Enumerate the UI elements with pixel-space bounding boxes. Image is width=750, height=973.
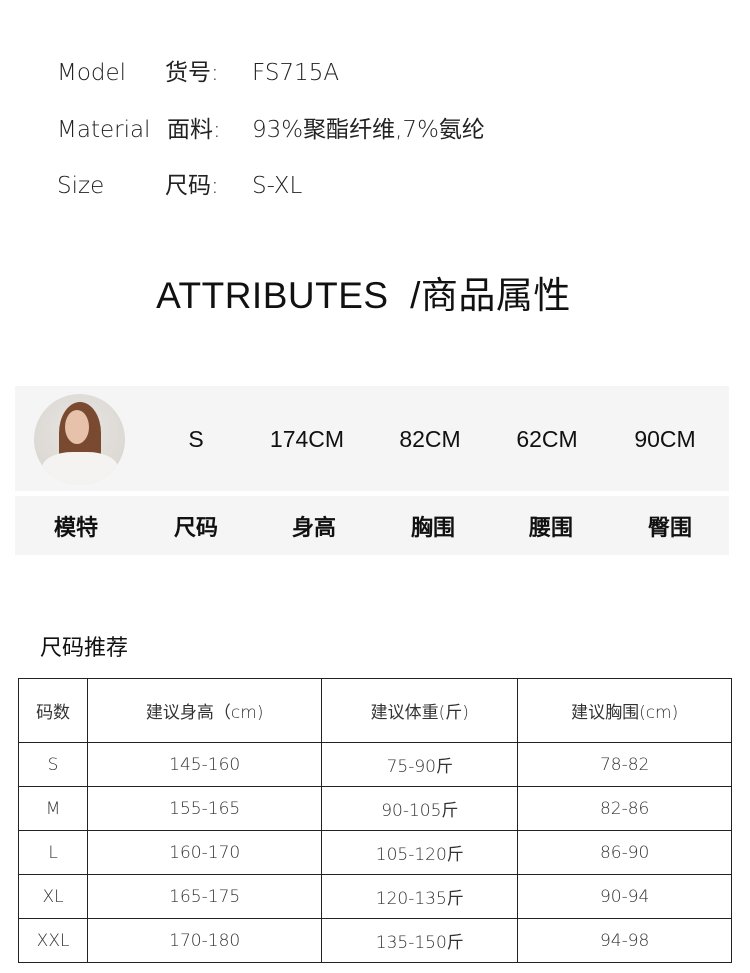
- table-cell: 90-94: [517, 874, 732, 919]
- table-cell: 90-105斤: [321, 786, 519, 831]
- spec-label-en: Model: [57, 60, 127, 86]
- spec-label-cn: 货号:: [165, 60, 219, 86]
- table-cell: 165-175: [87, 874, 323, 919]
- table-cell: 170-180: [87, 918, 323, 963]
- model-bust: 82CM: [399, 426, 461, 452]
- avatar: [34, 394, 125, 485]
- table-row: XXL 170-180 135-150斤 94-98: [17, 918, 732, 963]
- size-table: 码数 建议身高（cm) 建议体重(斤) 建议胸围(cm) S 145-160 75-…: [17, 678, 732, 963]
- label-height: 身高: [291, 516, 337, 541]
- label-waist: 腰围: [528, 516, 574, 541]
- label-model: 模特: [53, 516, 99, 541]
- table-row: XL 165-175 120-135斤 90-94: [17, 874, 732, 919]
- table-cell: XXL: [17, 918, 89, 963]
- model-hip: 90CM: [634, 426, 696, 452]
- spec-label-en: Size: [57, 173, 105, 199]
- table-cell: 120-135斤: [321, 874, 519, 919]
- model-waist: 62CM: [516, 426, 578, 452]
- table-cell: 160-170: [87, 830, 323, 875]
- model-labels-row: 模特 尺码 身高 胸围 腰围 臀围: [15, 496, 729, 555]
- table-cell: 105-120斤: [321, 830, 519, 875]
- table-row: S 145-160 75-90斤 78-82: [17, 742, 732, 787]
- table-header: 码数: [17, 678, 89, 743]
- table-header: 建议体重(斤): [321, 678, 519, 743]
- table-cell: 135-150斤: [321, 918, 519, 963]
- table-cell: 86-90: [517, 830, 732, 875]
- size-section-title: 尺码推荐: [40, 636, 129, 661]
- spec-label-cn: 尺码:: [165, 173, 219, 199]
- attributes-title: ATTRIBUTES /商品属性: [156, 275, 571, 316]
- spec-value: S-XL: [252, 173, 303, 199]
- label-hip: 臀围: [647, 516, 693, 541]
- model-height: 174CM: [269, 426, 345, 452]
- table-cell: L: [17, 830, 89, 875]
- model-values-row: S 174CM 82CM 62CM 90CM: [15, 386, 729, 491]
- table-cell: 82-86: [517, 786, 732, 831]
- table-cell: 155-165: [87, 786, 323, 831]
- table-header: 建议胸围(cm): [517, 678, 732, 743]
- table-cell: S: [17, 742, 89, 787]
- table-cell: M: [17, 786, 89, 831]
- table-header: 建议身高（cm): [87, 678, 323, 743]
- label-size: 尺码: [173, 516, 219, 541]
- spec-label-cn: 面料:: [167, 117, 221, 143]
- table-cell: 145-160: [87, 742, 323, 787]
- table-cell: 78-82: [517, 742, 732, 787]
- spec-value: FS715A: [252, 60, 340, 86]
- label-bust: 胸围: [410, 516, 456, 541]
- spec-label-en: Material: [57, 117, 151, 143]
- table-row: L 160-170 105-120斤 86-90: [17, 830, 732, 875]
- model-size: S: [188, 426, 204, 452]
- table-header-row: 码数 建议身高（cm) 建议体重(斤) 建议胸围(cm): [17, 678, 732, 743]
- table-row: M 155-165 90-105斤 82-86: [17, 786, 732, 831]
- table-cell: 94-98: [517, 918, 732, 963]
- table-cell: XL: [17, 874, 89, 919]
- table-cell: 75-90斤: [321, 742, 519, 787]
- spec-value: 93%聚酯纤维,7%氨纶: [252, 117, 485, 143]
